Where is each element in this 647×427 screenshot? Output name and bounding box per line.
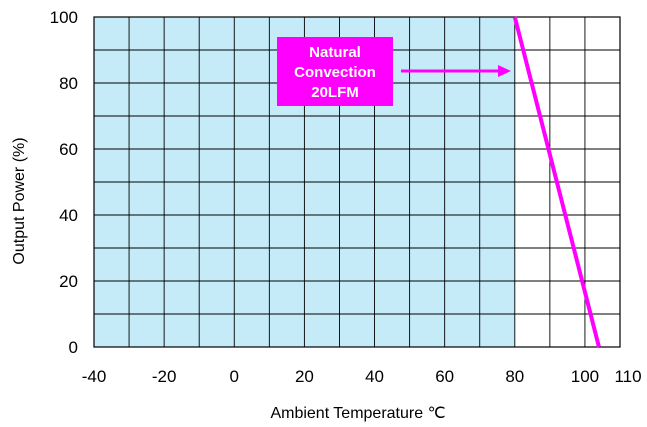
plot-frame (93, 16, 621, 348)
y-tick-label: 60 (59, 140, 78, 159)
x-axis-title: Ambient Temperature ℃ (270, 405, 445, 422)
x-tick-label: 60 (435, 367, 454, 386)
annotation-line-2: Convection (294, 64, 376, 81)
series-line (512, 16, 601, 348)
annotation-line-1: Natural (309, 44, 361, 61)
y-tick-label: 100 (50, 8, 78, 27)
x-tick-label: 80 (505, 367, 524, 386)
x-tick-label: -20 (152, 367, 177, 386)
x-tick-labels: -40 -20 0 20 40 60 80 100 110 (82, 367, 642, 386)
y-tick-label: 40 (59, 206, 78, 225)
y-tick-labels: 0 20 40 60 80 100 (50, 8, 78, 357)
annotation-callout: Natural Convection 20LFM (277, 37, 511, 106)
annotation-box (277, 37, 393, 106)
x-tick-label: 0 (230, 367, 239, 386)
x-tick-label: 110 (614, 367, 641, 386)
x-tick-label: 20 (295, 367, 314, 386)
x-tick-label: 40 (365, 367, 384, 386)
series-group (512, 16, 601, 348)
y-tick-label: 0 (69, 338, 78, 357)
annotation-arrow-head (498, 65, 511, 77)
y-axis-title: Output Power (%) (11, 137, 28, 264)
y-tick-label: 80 (59, 74, 78, 93)
y-tick-label: 20 (59, 272, 78, 291)
x-tick-label: -40 (82, 367, 107, 386)
x-tick-label: 100 (571, 367, 599, 386)
annotation-line-3: 20LFM (311, 84, 359, 101)
